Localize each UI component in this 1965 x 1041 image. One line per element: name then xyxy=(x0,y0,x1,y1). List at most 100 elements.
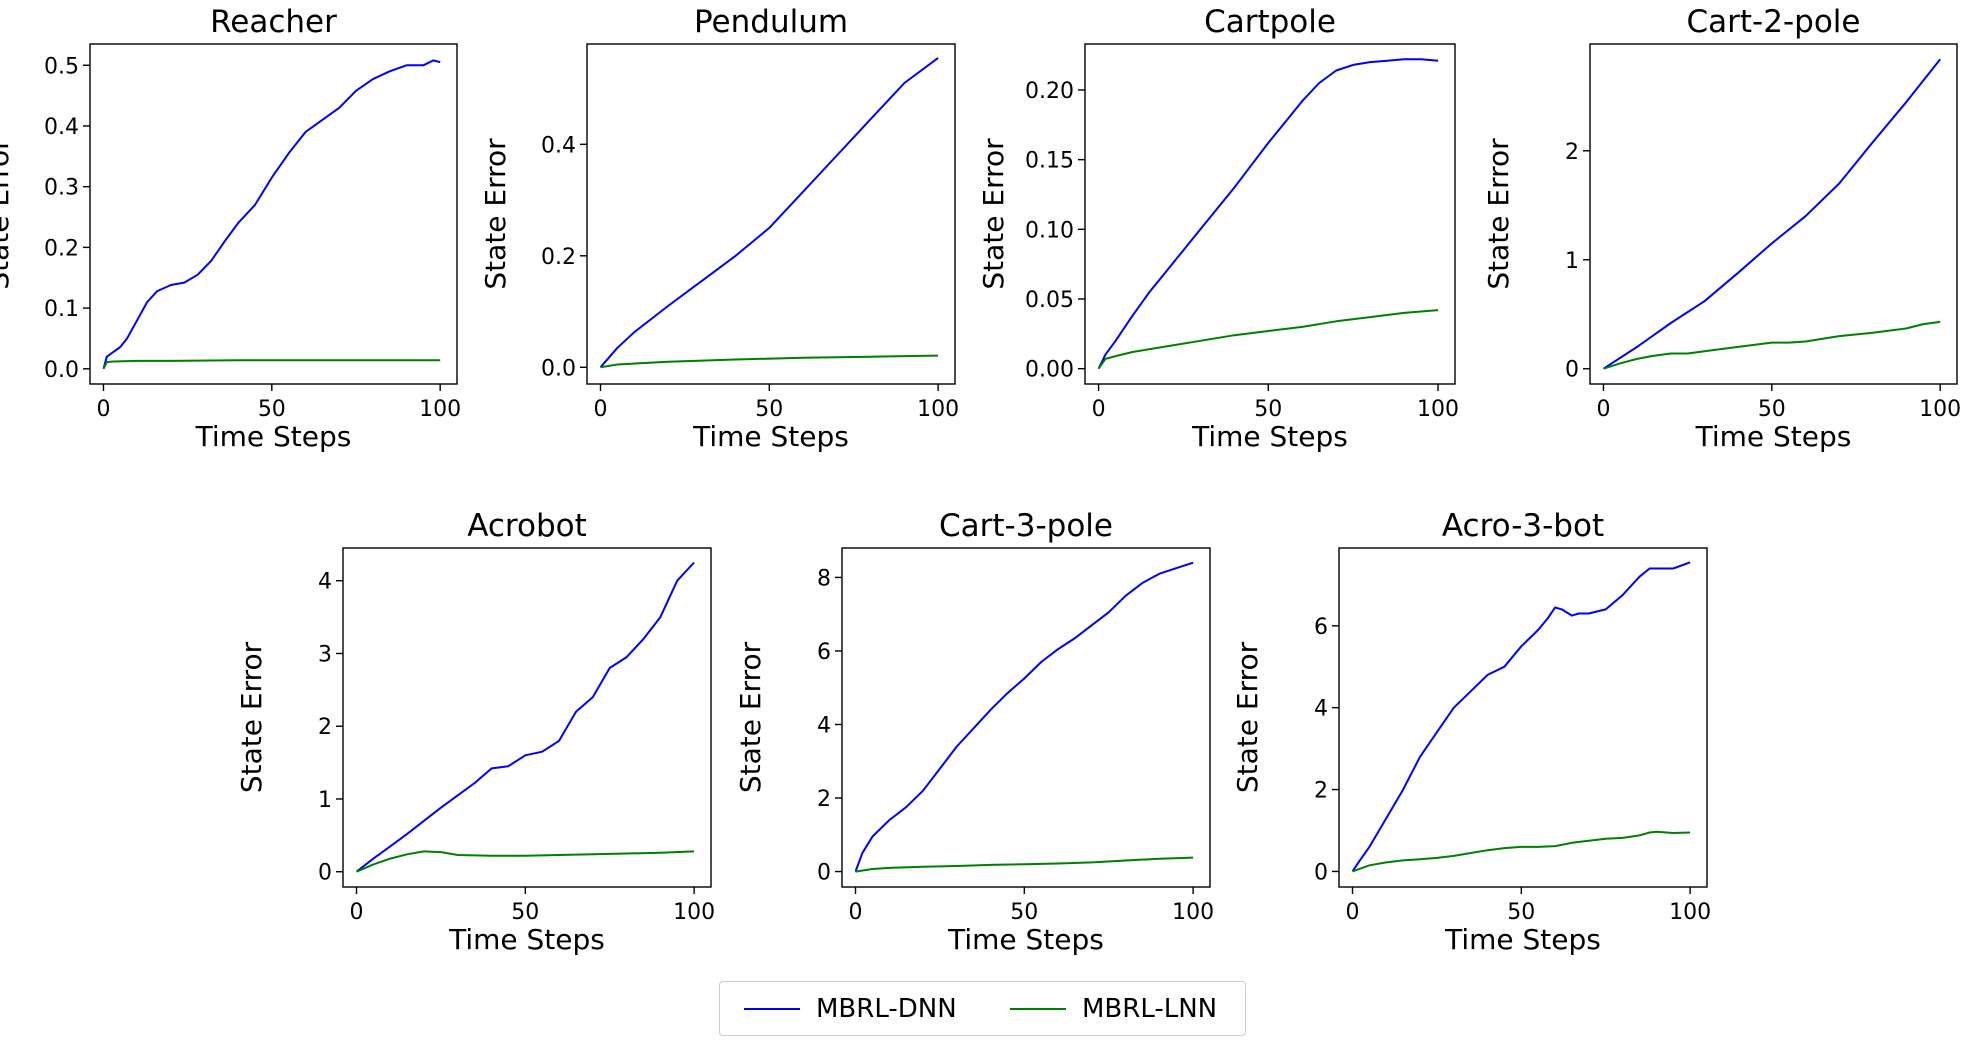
y-tick-label: 4 xyxy=(1314,697,1328,722)
y-tick-label: 2 xyxy=(1314,779,1328,804)
x-axis-label: Time Steps xyxy=(195,420,352,453)
y-tick-label: 2 xyxy=(817,787,831,812)
y-tick-label: 6 xyxy=(1314,615,1328,640)
legend-line-lnn xyxy=(1010,1007,1066,1010)
series-line-dnn xyxy=(1351,561,1691,872)
y-tick-label: 6 xyxy=(817,640,831,665)
subplot-6: 0 50 100 0 2 4 6 8 Cart-3-pole Time Steps State Er… xyxy=(734,508,1214,956)
subplot-title: Cart-2-pole xyxy=(1687,4,1861,40)
y-tick-label: 0.2 xyxy=(541,245,576,270)
series-line-dnn xyxy=(1602,58,1941,370)
y-tick-label: 0.0 xyxy=(44,358,79,383)
series-line-dnn xyxy=(355,561,695,873)
x-tick-label: 100 xyxy=(1172,900,1214,925)
y-tick-label: 0 xyxy=(1565,358,1579,383)
y-tick-label: 0.05 xyxy=(1025,288,1074,313)
subplot-title: Cartpole xyxy=(1204,4,1336,40)
y-axis-label: State Error xyxy=(479,138,512,290)
subplot-7: 0 50 100 0 2 4 6 Acro-3-bot Time Steps State Erro… xyxy=(1231,508,1711,956)
y-tick-label: 0.0 xyxy=(541,356,576,381)
y-tick-label: 0.00 xyxy=(1025,358,1074,383)
y-tick-label: 0 xyxy=(318,861,332,886)
y-tick-label: 4 xyxy=(817,713,831,738)
plot-frame xyxy=(841,547,1211,888)
x-tick-label: 50 xyxy=(258,397,286,422)
y-axis-label: State Error xyxy=(1231,641,1264,793)
plot-frame xyxy=(1338,547,1708,888)
subplot-3: 0 50 100 0.00 0.05 0.10 0.15 0.20 Cartpole Time S… xyxy=(977,4,1459,453)
y-tick-label: 3 xyxy=(318,642,332,667)
subplot-5: 0 50 100 0 1 2 3 4 Acrobot Time Steps State Error xyxy=(235,508,715,956)
y-tick-label: 0 xyxy=(1314,860,1328,885)
x-tick-label: 50 xyxy=(1507,900,1535,925)
y-tick-label: 0.4 xyxy=(44,115,79,140)
x-tick-label: 100 xyxy=(419,397,461,422)
x-axis-label: Time Steps xyxy=(1191,420,1348,453)
x-tick-label: 0 xyxy=(849,900,863,925)
y-axis-label: State Error xyxy=(977,138,1010,290)
subplot-title: Reacher xyxy=(210,4,337,40)
series-line-lnn xyxy=(600,354,939,369)
subplot-title: Acrobot xyxy=(467,508,587,544)
x-axis-label: Time Steps xyxy=(1695,420,1852,453)
x-tick-label: 50 xyxy=(1758,397,1786,422)
x-axis-label: Time Steps xyxy=(448,923,605,956)
plot-frame xyxy=(89,43,458,385)
plot-frame xyxy=(1084,43,1456,385)
x-tick-label: 0 xyxy=(96,397,110,422)
y-tick-label: 1 xyxy=(1565,249,1579,274)
series-line-lnn xyxy=(1097,309,1439,370)
plot-frame xyxy=(342,547,712,888)
series-line-lnn xyxy=(1352,830,1691,873)
series-line-dnn xyxy=(1097,58,1439,370)
x-tick-label: 0 xyxy=(1346,900,1360,925)
x-tick-label: 0 xyxy=(594,397,608,422)
x-tick-label: 50 xyxy=(511,900,539,925)
x-tick-label: 0 xyxy=(1092,397,1106,422)
subplot-title: Acro-3-bot xyxy=(1442,508,1604,544)
y-tick-label: 4 xyxy=(318,570,332,595)
x-tick-label: 100 xyxy=(1919,397,1961,422)
subplot-title: Cart-3-pole xyxy=(939,508,1113,544)
series-line-lnn xyxy=(356,850,695,873)
series-line-lnn xyxy=(855,856,1194,873)
x-tick-label: 100 xyxy=(1417,397,1459,422)
subplot-title: Pendulum xyxy=(694,4,848,40)
x-axis-label: Time Steps xyxy=(1444,923,1601,956)
subplot-1: 0 50 100 0.0 0.1 0.2 0.3 0.4 0.5 Reacher Time Step… xyxy=(0,4,461,453)
y-tick-label: 8 xyxy=(817,566,831,591)
y-tick-label: 2 xyxy=(318,715,332,740)
plot-frame xyxy=(586,43,956,385)
series-line-dnn xyxy=(102,59,441,370)
y-tick-label: 2 xyxy=(1565,140,1579,165)
subplot-2: 0 50 100 0.0 0.2 0.4 Pendulum Time Steps State E… xyxy=(479,4,959,453)
x-tick-label: 50 xyxy=(755,397,783,422)
subplot-4: 0 50 100 0 1 2 Cart-2-pole Time Steps State Erro… xyxy=(1482,4,1961,453)
x-tick-label: 50 xyxy=(1254,397,1282,422)
y-axis-label: State Error xyxy=(235,641,268,793)
series-line-dnn xyxy=(854,561,1194,872)
x-tick-label: 0 xyxy=(350,900,364,925)
y-axis-label: State Error xyxy=(1482,138,1515,290)
x-tick-label: 50 xyxy=(1010,900,1038,925)
x-tick-label: 0 xyxy=(1596,397,1610,422)
legend: MBRL-DNN MBRL-LNN xyxy=(719,981,1246,1036)
y-tick-label: 0.20 xyxy=(1025,79,1074,104)
y-axis-label: State Error xyxy=(734,641,767,793)
y-tick-label: 0.5 xyxy=(44,54,79,79)
legend-label-lnn: MBRL-LNN xyxy=(1082,993,1218,1024)
y-tick-label: 0.10 xyxy=(1025,218,1074,243)
series-line-lnn xyxy=(1603,320,1941,370)
y-tick-label: 0.4 xyxy=(541,133,576,158)
legend-line-dnn xyxy=(744,1007,800,1010)
x-axis-label: Time Steps xyxy=(947,923,1104,956)
x-tick-label: 100 xyxy=(673,900,715,925)
y-tick-label: 0.15 xyxy=(1025,149,1074,174)
x-axis-label: Time Steps xyxy=(692,420,849,453)
legend-entry-dnn: MBRL-DNN xyxy=(744,982,957,1035)
series-line-lnn xyxy=(102,359,441,370)
y-tick-label: 0.2 xyxy=(44,236,79,261)
x-tick-label: 100 xyxy=(1669,900,1711,925)
y-tick-label: 1 xyxy=(318,788,332,813)
